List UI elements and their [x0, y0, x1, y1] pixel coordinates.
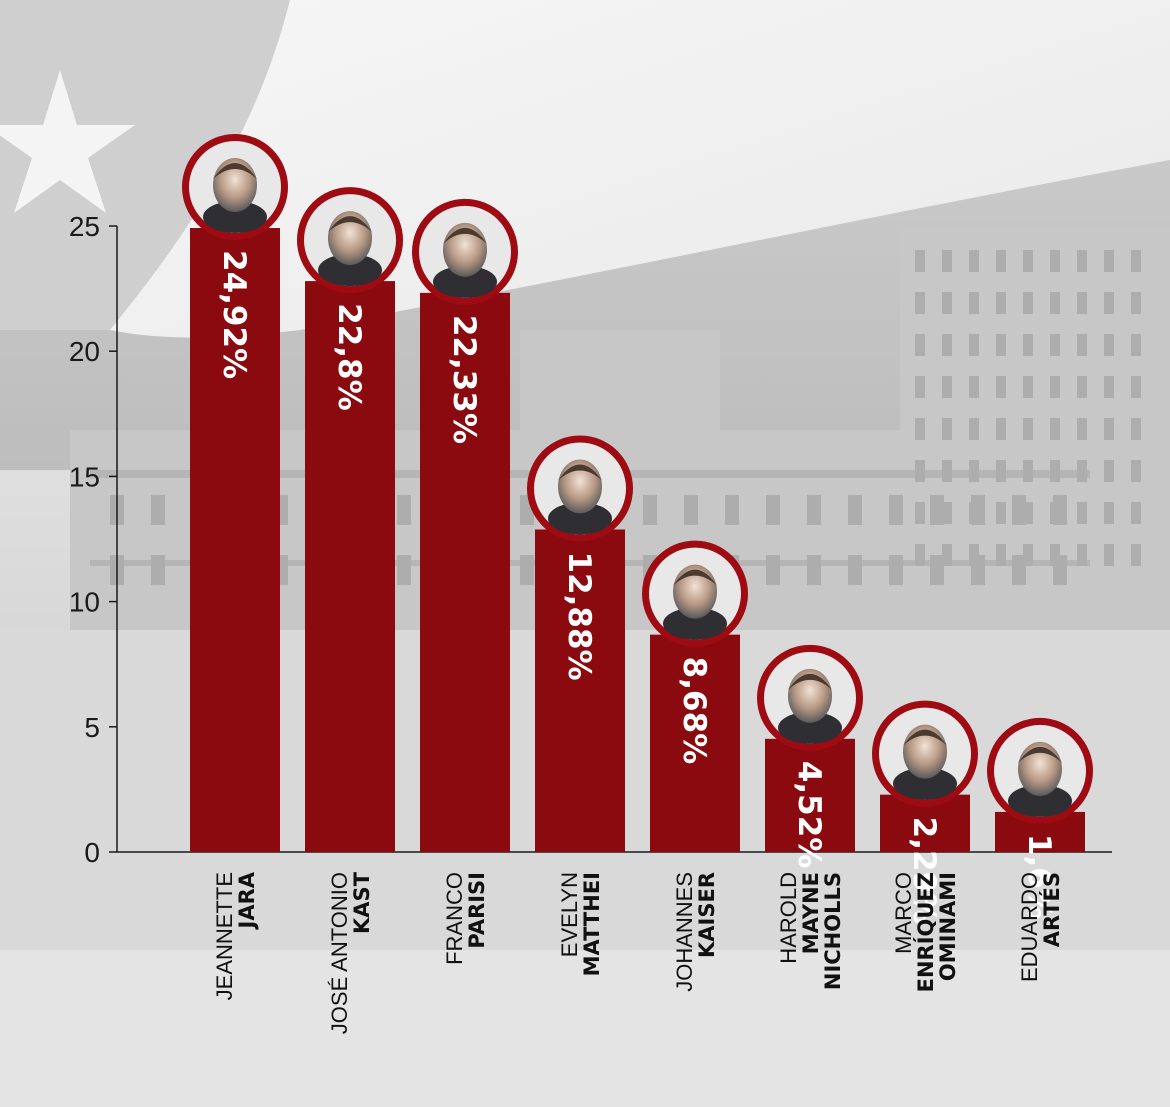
bar-value-label: 22,33% [446, 315, 482, 444]
bar [190, 228, 280, 853]
candidate-last-name: ENRÍQUEZ [913, 872, 938, 992]
y-tick-label: 10 [69, 587, 100, 618]
flag-star-icon [0, 70, 135, 213]
candidate-first-name: HAROLD [776, 872, 801, 964]
candidate-last-name: JARA [235, 871, 259, 930]
candidate-first-name: FRANCO [442, 872, 467, 965]
candidate-photo-avatar [412, 198, 518, 305]
candidate-last-name: KAST [350, 871, 374, 934]
y-tick-label: 0 [84, 837, 100, 868]
bar [305, 281, 395, 852]
bar-value-label: 24,92% [216, 250, 252, 379]
y-tick-label: 5 [84, 712, 100, 743]
candidate-first-name: MARCO [891, 872, 916, 954]
candidate-photo-avatar [872, 700, 978, 807]
candidate-first-name: JEANNETTE [212, 872, 237, 1000]
candidate-last-name: KAISER [695, 872, 719, 958]
candidate-photo-avatar [987, 717, 1093, 824]
bar [765, 738, 855, 852]
candidate-last-name: PARISI [465, 872, 489, 949]
candidate-photo-avatar [297, 187, 403, 294]
bar-value-label: 22,8% [331, 303, 367, 411]
bar [650, 634, 740, 852]
bar-value-label: 12,88% [561, 551, 597, 680]
candidate-last-name: MAYNE [799, 872, 823, 954]
bar [535, 529, 625, 852]
bar-value-label: 2,29% [906, 817, 942, 925]
candidate-first-name: EDUARDO [1017, 872, 1042, 982]
bar [420, 292, 510, 852]
candidate-last-name: MATTHEI [580, 872, 604, 976]
candidate-first-name: EVELYN [557, 872, 582, 957]
candidate-photo-avatar [757, 644, 863, 751]
y-tick-label: 20 [69, 336, 100, 367]
candidate-last-name: NICHOLLS [821, 872, 845, 990]
candidate-photo-avatar [527, 435, 633, 542]
y-tick-label: 15 [69, 461, 100, 492]
candidate-avatars [182, 134, 1093, 824]
candidate-last-name: OMINAMI [936, 872, 960, 981]
bar-value-label: 8,68% [676, 657, 712, 765]
bar-value-label: 4,52% [791, 761, 827, 869]
candidate-last-name: ARTÉS [1039, 872, 1064, 947]
candidate-photo-avatar [182, 134, 288, 241]
bars: 24,92% 22,8% 22,33% 12,88% 8,68% 4,52% 2,29% 1,… [190, 228, 1085, 924]
candidate-first-name: JOSÉ ANTONIO [327, 872, 352, 1034]
y-tick-label: 25 [69, 211, 100, 242]
bar-value-label: 1,6% [1021, 834, 1057, 920]
candidate-first-name: JOHANNES [672, 872, 697, 992]
candidate-photo-avatar [642, 540, 748, 647]
